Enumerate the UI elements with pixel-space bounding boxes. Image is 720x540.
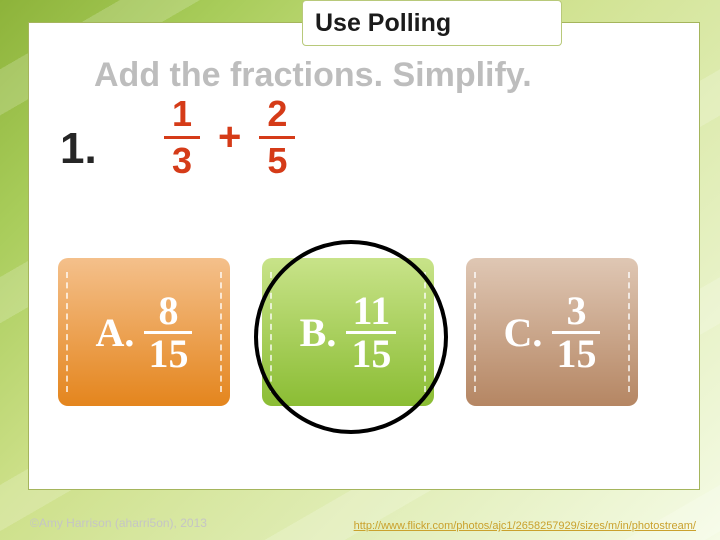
answer-fraction: 815 (144, 293, 192, 372)
answer-fraction: 1115 (346, 293, 396, 372)
question-expression: 1 3 + 2 5 (156, 96, 303, 179)
card-decor-bar (628, 272, 630, 392)
answer-num: 11 (352, 293, 390, 329)
answer-content: A.815 (96, 293, 193, 372)
answer-num: 3 (566, 293, 586, 329)
polling-pill: Use Polling (302, 0, 562, 46)
fraction-b-den: 5 (267, 143, 287, 179)
answer-card-c[interactable]: C.315 (466, 258, 638, 406)
source-link: http://www.flickr.com/photos/ajc1/265825… (354, 520, 696, 532)
fraction-a-den: 3 (172, 143, 192, 179)
fraction-a-num: 1 (172, 96, 192, 132)
fraction-a-bar (164, 136, 200, 139)
answer-den: 15 (351, 336, 391, 372)
card-decor-bar (270, 272, 272, 392)
fraction-a: 1 3 (164, 96, 200, 179)
polling-pill-label: Use Polling (315, 9, 451, 38)
answer-content: C.315 (504, 293, 601, 372)
answer-letter: B. (300, 309, 337, 356)
card-decor-bar (66, 272, 68, 392)
answer-card-a[interactable]: A.815 (58, 258, 230, 406)
card-decor-bar (474, 272, 476, 392)
answer-card-b[interactable]: B.1115 (262, 258, 434, 406)
answer-den: 15 (556, 336, 596, 372)
card-decor-bar (424, 272, 426, 392)
card-decor-bar (220, 272, 222, 392)
fraction-b-bar (259, 136, 295, 139)
answer-fraction: 315 (552, 293, 600, 372)
fraction-b: 2 5 (259, 96, 295, 179)
answer-letter: A. (96, 309, 135, 356)
instruction-headline: Add the fractions. Simplify. (94, 56, 532, 95)
fraction-b-num: 2 (267, 96, 287, 132)
operator: + (218, 115, 241, 160)
answer-content: B.1115 (300, 293, 397, 372)
answer-den: 15 (148, 336, 188, 372)
answer-letter: C. (504, 309, 543, 356)
answer-num: 8 (158, 293, 178, 329)
copyright-text: ©Amy Harrison (aharri5on), 2013 (30, 516, 207, 530)
answer-row: A.815B.1115C.315 (58, 258, 638, 406)
question-number: 1. (60, 124, 97, 174)
